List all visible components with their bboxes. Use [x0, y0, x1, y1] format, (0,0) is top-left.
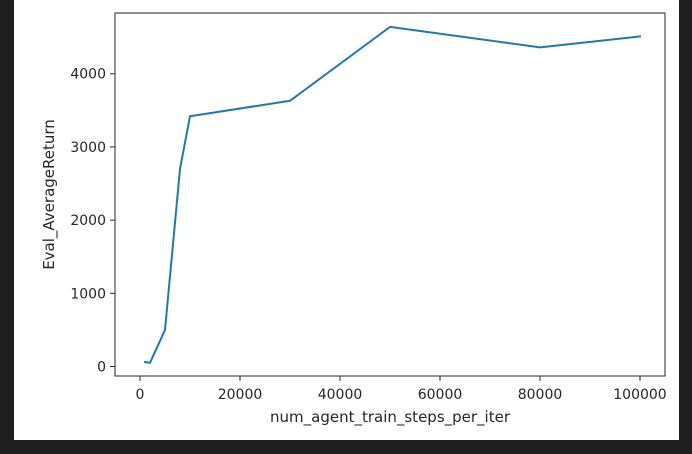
y-tick-label: 3000	[70, 140, 106, 156]
x-tick-label: 80000	[518, 387, 563, 403]
x-tick-label: 20000	[218, 387, 263, 403]
y-tick-label: 0	[97, 359, 106, 375]
x-axis: 0 20000 40000 60000 80000 100000	[136, 376, 667, 403]
y-tick-label: 4000	[70, 67, 106, 83]
plot-frame	[114, 12, 666, 377]
y-tick-label: 1000	[70, 286, 106, 302]
x-tick-label: 60000	[418, 387, 463, 403]
line-chart: 0 20000 40000 60000 80000 100000 0 1000 2000 300…	[40, 12, 667, 427]
y-axis-label: Eval_AverageReturn	[40, 119, 59, 270]
plot-area	[114, 12, 666, 377]
series-lines	[143, 25, 642, 364]
x-tick-label: 40000	[318, 387, 363, 403]
y-tick-label: 2000	[70, 213, 106, 229]
chart-figure: 0 20000 40000 60000 80000 100000 0 1000 2000 300…	[14, 0, 679, 440]
x-tick-label: 0	[136, 387, 145, 403]
x-tick-label: 100000	[613, 387, 666, 403]
y-axis: 0 1000 2000 3000 4000	[70, 67, 115, 375]
series-line	[143, 25, 642, 364]
x-axis-label: num_agent_train_steps_per_iter	[270, 408, 511, 427]
